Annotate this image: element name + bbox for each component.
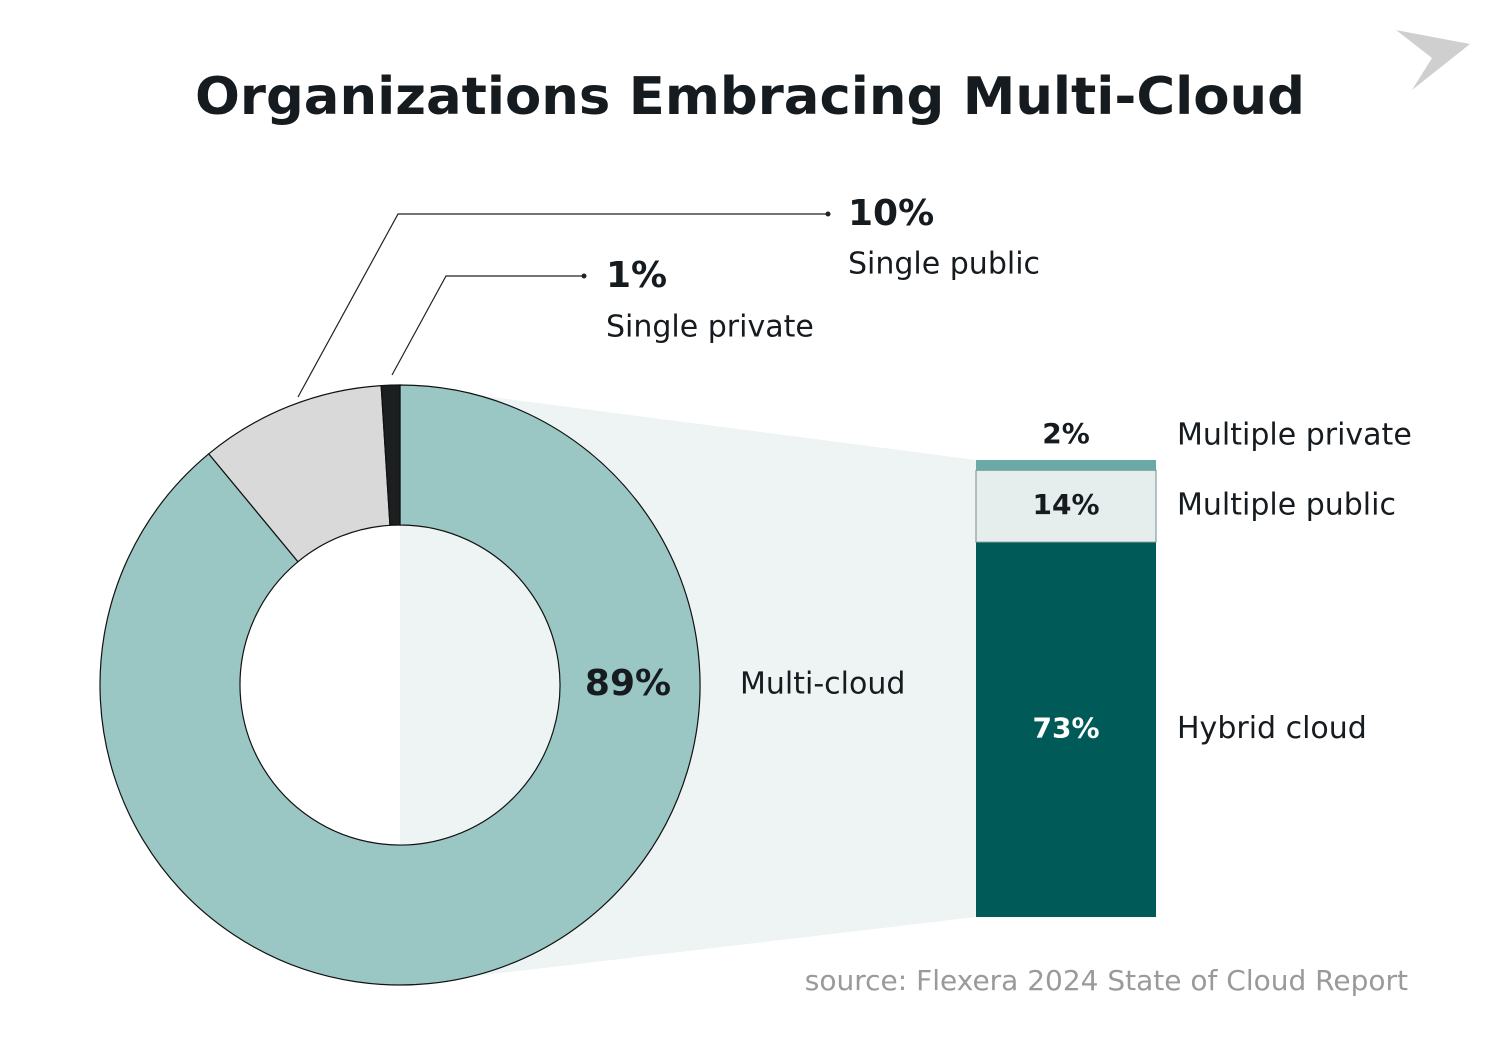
value-label: 14% [1032,488,1099,521]
leader-line [297,213,828,398]
category-label: Multi-cloud [740,667,905,702]
source-note: source: Flexera 2024 State of Cloud Repo… [805,964,1408,997]
bar-segment [976,542,1156,917]
leader-dot [825,211,831,217]
bar-segment [975,469,1157,543]
category-label: Hybrid cloud [1177,711,1367,746]
category-label: Multiple public [1177,488,1396,523]
donut-slice [380,384,401,526]
donut-slice [99,384,701,986]
leader-line [391,275,584,376]
category-label: Single private [606,310,814,345]
leader-dot [581,273,587,279]
value-label: 1% [606,255,667,296]
bar-segment [976,460,1156,471]
chart-title: Organizations Embracing Multi-Cloud [195,67,1305,127]
value-label: 2% [1042,417,1090,450]
value-label: 89% [585,663,671,704]
category-label: Single public [848,247,1040,282]
value-label: 73% [1032,712,1099,745]
category-label: Multiple private [1177,418,1412,453]
logo [1396,30,1470,90]
value-label: 10% [848,193,934,234]
